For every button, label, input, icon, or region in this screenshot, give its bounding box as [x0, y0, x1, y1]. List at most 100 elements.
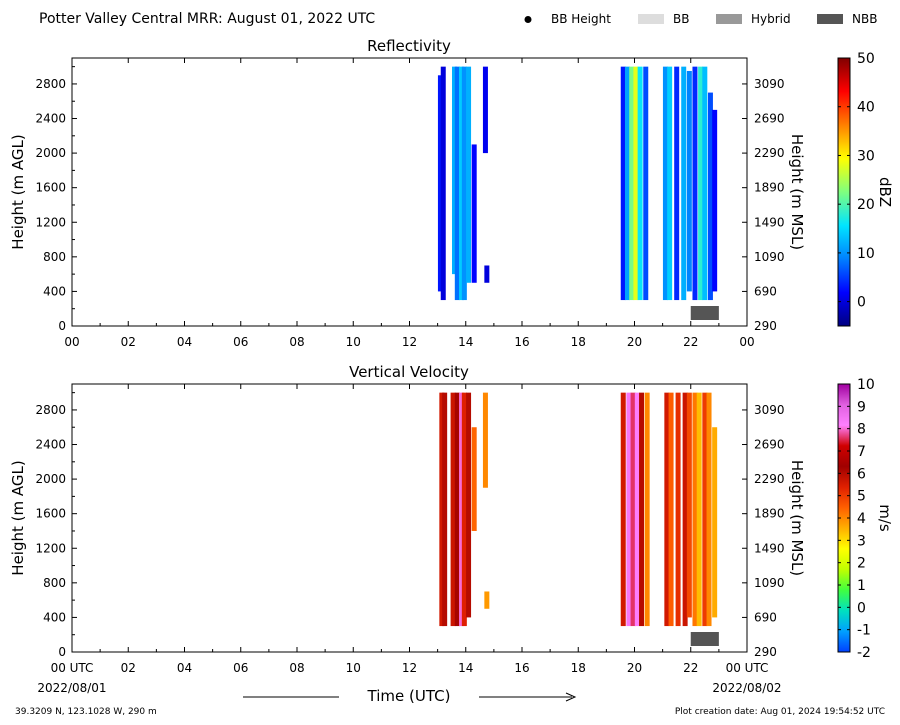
- reflectivity-ylabel-msl: Height (m MSL): [788, 134, 806, 250]
- reflectivity-data-column-23: [702, 66, 708, 301]
- velocity-colorbar-tick-label-2: 8: [857, 422, 866, 438]
- velocity-data-column-11: [626, 392, 632, 627]
- reflectivity-y-tick-label-msl-4: 1890: [754, 181, 785, 195]
- station-location: 39.3209 N, 123.1028 W, 290 m: [15, 707, 157, 717]
- reflectivity-colorbar-tick-label-4: 10: [857, 246, 875, 262]
- reflectivity-data-column-13: [633, 66, 639, 301]
- reflectivity-x-tick-label-8: 16: [514, 335, 529, 349]
- reflectivity-colorbar-tick-label-3: 20: [857, 197, 875, 213]
- velocity-x-tick-label-6: 12: [402, 661, 417, 675]
- velocity-data-column-5: [461, 392, 467, 627]
- reflectivity-data-column-22: [698, 66, 704, 301]
- hybrid-legend-label: Hybrid: [751, 12, 791, 26]
- reflectivity-x-tick-label-5: 10: [346, 335, 361, 349]
- velocity-data-column-9: [484, 591, 490, 609]
- bright-band-legend: BB Height BB Hybrid NBB: [524, 12, 877, 26]
- plot-creation-date: Plot creation date: Aug 01, 2024 19:54:5…: [675, 707, 885, 717]
- velocity-data-column-25: [712, 427, 718, 618]
- velocity-colorbar-tick-label-0: 10: [857, 377, 875, 393]
- velocity-x-tick-label-5: 10: [346, 661, 361, 675]
- reflectivity-colorbar-ticks: 50 40 30 20 10 0: [838, 51, 875, 311]
- reflectivity-colorbar-tick-label-2: 30: [857, 148, 875, 164]
- velocity-x-tick-label-12: 00 UTC: [726, 661, 769, 675]
- reflectivity-data-column-9: [484, 265, 490, 283]
- reflectivity-data-column-1: [440, 66, 446, 301]
- reflectivity-data-column-3: [454, 66, 460, 301]
- velocity-x-tick-label-3: 06: [233, 661, 248, 675]
- reflectivity-y-tick-label-agl-4: 1600: [35, 181, 66, 195]
- velocity-colorbar-tick-label-5: 5: [857, 489, 866, 505]
- reflectivity-panel-title: Reflectivity: [367, 37, 451, 55]
- reflectivity-data-column-19: [681, 66, 687, 301]
- velocity-y-tick-label-msl-1: 690: [754, 610, 777, 624]
- velocity-data-column-1: [442, 392, 448, 627]
- bb-legend-swatch: [638, 14, 664, 24]
- velocity-y-tick-label-msl-2: 1090: [754, 576, 785, 590]
- arrow-right-icon: [565, 692, 577, 702]
- velocity-ylabel-agl: Height (m AGL): [9, 460, 27, 575]
- velocity-data-column-22: [696, 392, 702, 627]
- reflectivity-y-tick-label-agl-2: 800: [43, 250, 66, 264]
- velocity-y-tick-label-agl-5: 2000: [35, 472, 66, 486]
- velocity-colorbar-tick-label-7: 3: [857, 533, 866, 549]
- velocity-y-tick-label-agl-1: 400: [43, 610, 66, 624]
- bb-height-legend-label: BB Height: [551, 12, 611, 26]
- velocity-x-tick-label-8: 16: [514, 661, 529, 675]
- velocity-colorbar-tick-label-6: 4: [857, 511, 866, 527]
- reflectivity-data-column-18: [674, 66, 680, 301]
- reflectivity-x-tick-label-12: 00: [739, 335, 754, 349]
- bb-height-legend-marker: [524, 16, 532, 23]
- time-axis-label: Time (UTC): [367, 687, 451, 705]
- reflectivity-y-tick-label-msl-2: 1090: [754, 250, 785, 264]
- reflectivity-bright-band-bars: [690, 306, 719, 320]
- velocity-panel-title: Vertical Velocity: [349, 363, 469, 381]
- velocity-data-column-6: [466, 392, 472, 618]
- reflectivity-y-tick-label-msl-3: 1490: [754, 215, 785, 229]
- reflectivity-data-column-20: [686, 70, 692, 292]
- velocity-x-tick-label-4: 08: [289, 661, 304, 675]
- reflectivity-y-tick-label-agl-3: 1200: [35, 215, 66, 229]
- reflectivity-y-tick-label-agl-5: 2000: [35, 146, 66, 160]
- reflectivity-x-tick-label-10: 20: [627, 335, 642, 349]
- velocity-y-tick-label-agl-7: 2800: [35, 403, 66, 417]
- velocity-bright-band-bars: [690, 632, 719, 646]
- velocity-data-column-10: [620, 392, 626, 627]
- velocity-data-column-17: [668, 392, 674, 627]
- velocity-colorbar-tick-label-1: 9: [857, 399, 866, 415]
- velocity-x-tick-label-9: 18: [571, 661, 586, 675]
- velocity-colorbar-tick-label-11: -1: [857, 623, 871, 639]
- hybrid-legend-swatch: [716, 14, 742, 24]
- reflectivity-data-column-16: [662, 66, 668, 301]
- velocity-colorbar-tick-label-9: 1: [857, 578, 866, 594]
- velocity-data-column-7: [471, 427, 477, 531]
- velocity-nbb-bar: [690, 632, 719, 646]
- velocity-y-tick-label-msl-3: 1490: [754, 541, 785, 555]
- velocity-y-tick-label-msl-0: 290: [754, 645, 777, 659]
- reflectivity-data-column-11: [624, 66, 630, 301]
- reflectivity-data-columns: [437, 66, 718, 301]
- velocity-y-tick-label-msl-4: 1890: [754, 507, 785, 521]
- reflectivity-y-tick-label-agl-1: 400: [43, 284, 66, 298]
- velocity-data-column-8: [482, 392, 488, 488]
- velocity-x-tick-label-2: 04: [177, 661, 192, 675]
- reflectivity-panel: Reflectivity 00 02 04 06 08 10 12 14 16 18 20 22 00 …: [9, 37, 894, 349]
- reflectivity-y-tick-label-msl-6: 2690: [754, 112, 785, 126]
- start-date-label: 2022/08/01: [37, 681, 106, 695]
- velocity-y-tick-label-msl-5: 2290: [754, 472, 785, 486]
- velocity-colorbar-tick-label-12: -2: [857, 645, 871, 661]
- reflectivity-x-tick-label-4: 08: [289, 335, 304, 349]
- reflectivity-data-column-10: [620, 66, 626, 301]
- bb-legend-label: BB: [673, 12, 689, 26]
- velocity-x-tick-label-7: 14: [458, 661, 473, 675]
- velocity-ylabel-msl: Height (m MSL): [788, 460, 806, 576]
- reflectivity-y-axis-msl: 290 690 1090 1490 1890 2290 2690 3090: [742, 77, 785, 333]
- velocity-data-columns: [439, 392, 718, 627]
- velocity-y-tick-label-agl-4: 1600: [35, 507, 66, 521]
- nbb-legend-label: NBB: [852, 12, 877, 26]
- velocity-y-tick-label-msl-7: 3090: [754, 403, 785, 417]
- velocity-y-axis-msl: 290 690 1090 1490 1890 2290 2690 3090: [742, 403, 785, 659]
- chart-title: Potter Valley Central MRR: August 01, 20…: [39, 11, 375, 27]
- reflectivity-data-column-15: [643, 66, 649, 301]
